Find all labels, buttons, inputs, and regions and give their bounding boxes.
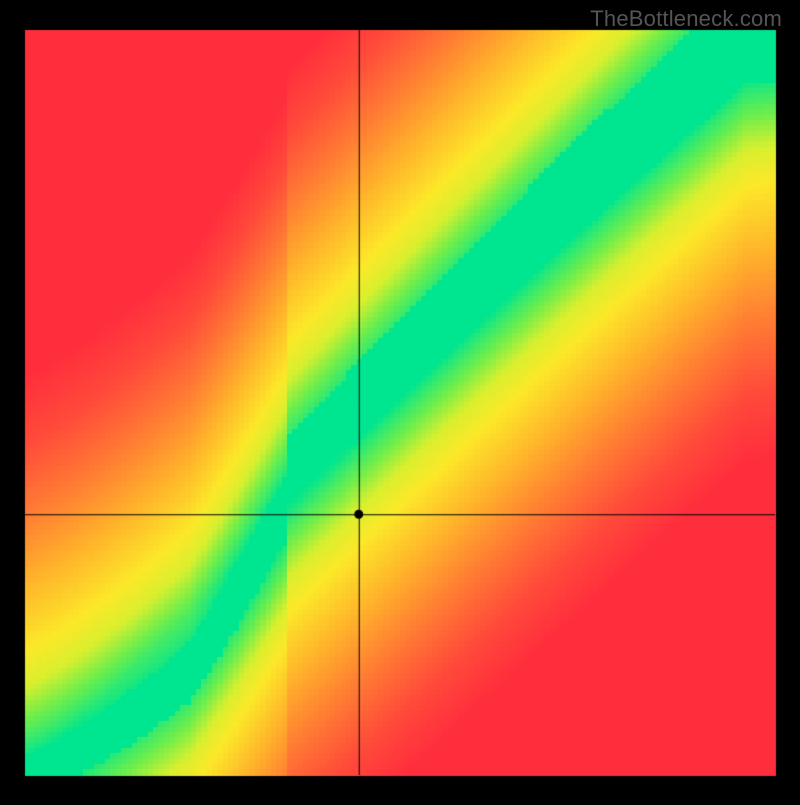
watermark-text: TheBottleneck.com: [590, 6, 782, 32]
heatmap-canvas: [0, 0, 800, 800]
chart-container: TheBottleneck.com: [0, 0, 800, 800]
